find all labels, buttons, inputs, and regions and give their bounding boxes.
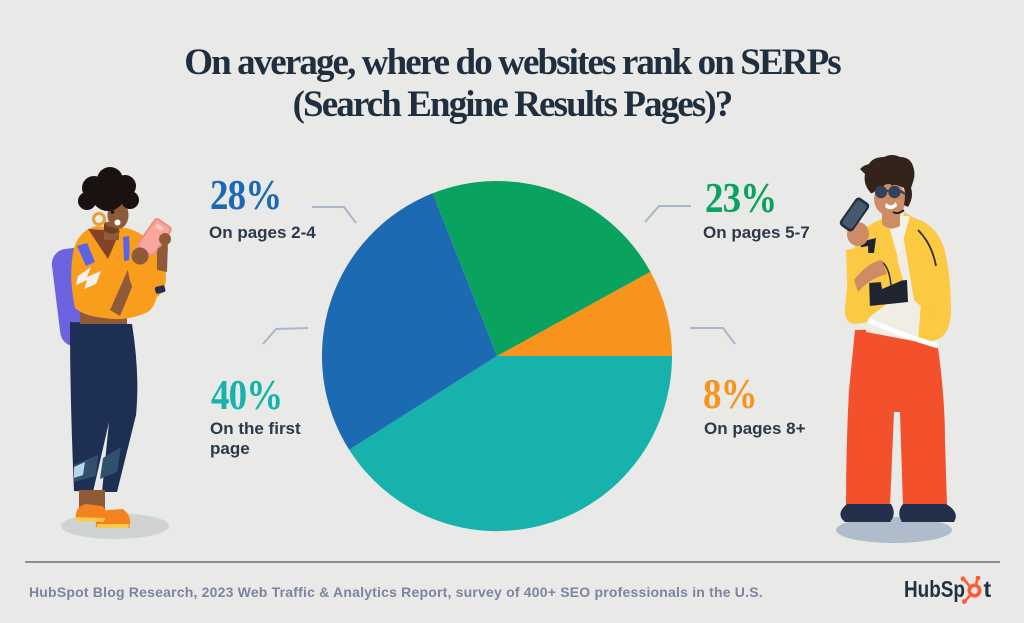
svg-text:HubSp: HubSp: [904, 576, 965, 602]
svg-text:t: t: [984, 576, 992, 602]
